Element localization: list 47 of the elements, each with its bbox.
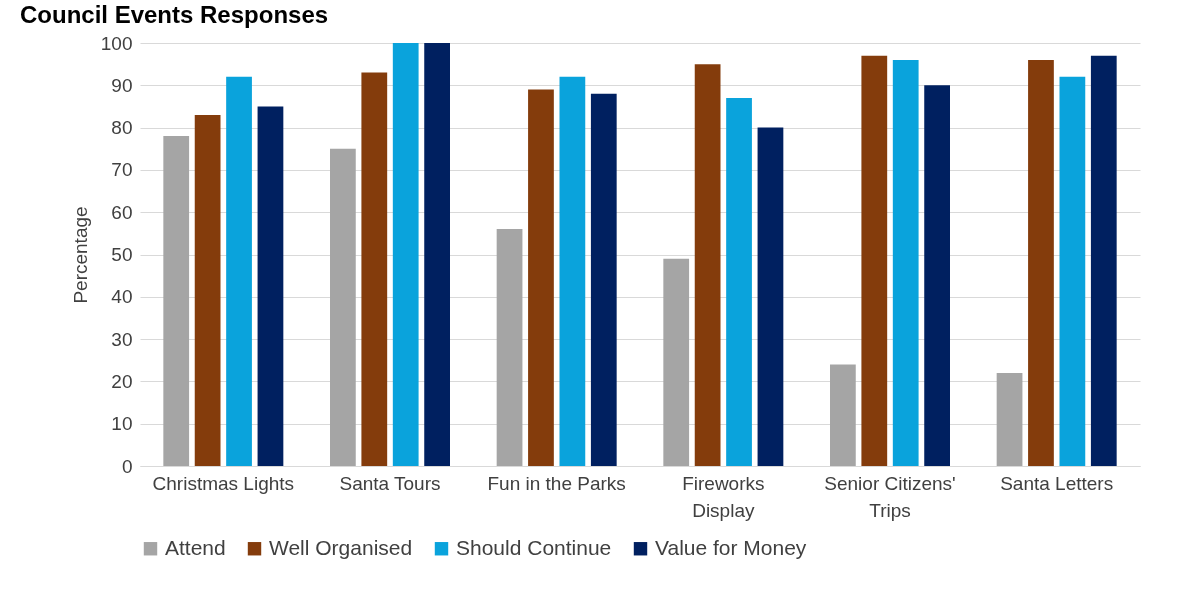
- bar: [924, 85, 950, 466]
- legend-label: Well Organised: [269, 535, 413, 559]
- legend-label: Attend: [165, 535, 226, 559]
- bar: [226, 76, 252, 466]
- bar: [1090, 55, 1117, 466]
- bar: [861, 55, 888, 466]
- bar: [757, 127, 784, 466]
- bar: [559, 76, 586, 466]
- bar: [194, 114, 221, 466]
- chart-title: Council Events Responses: [20, 1, 329, 28]
- bar: [528, 89, 554, 466]
- y-tick-label: 20: [111, 370, 133, 392]
- bar: [830, 364, 856, 466]
- bar: [330, 148, 356, 466]
- legend-label: Should Continue: [456, 535, 612, 559]
- y-tick-label: 60: [111, 201, 133, 223]
- y-tick-label: 100: [100, 32, 133, 54]
- y-tick-label: 50: [111, 244, 133, 265]
- y-tick-label: 0: [121, 455, 133, 477]
- bar: [496, 229, 523, 466]
- x-tick-label: Santa Letters: [1000, 472, 1114, 494]
- bar: [257, 106, 284, 466]
- bar: [726, 97, 752, 466]
- bar: [424, 43, 450, 466]
- x-tick-label: Fun in the Parks: [487, 472, 626, 494]
- bar: [361, 72, 388, 466]
- x-tick-label: Fireworks Display: [682, 472, 765, 521]
- y-axis-title: Percentage: [69, 206, 91, 304]
- bar: [892, 59, 919, 466]
- bar: [1028, 59, 1054, 466]
- x-tick-label: Senior Citizens' Trips: [824, 472, 956, 521]
- bar: [590, 93, 617, 466]
- bar: [1059, 76, 1086, 466]
- bar: [694, 64, 721, 466]
- y-tick-label: 40: [111, 286, 133, 308]
- bar: [663, 258, 690, 466]
- y-tick-label: 70: [111, 159, 133, 181]
- bar: [996, 372, 1023, 466]
- x-tick-label: Santa Tours: [339, 472, 441, 494]
- bar: [392, 43, 419, 466]
- legend-label: Value for Money: [655, 535, 807, 559]
- y-tick-label: 10: [111, 413, 133, 435]
- x-tick-label: Christmas Lights: [152, 472, 295, 494]
- bar: [163, 136, 190, 466]
- y-tick-label: 80: [111, 117, 133, 139]
- y-tick-label: 30: [111, 328, 133, 350]
- y-tick-label: 90: [111, 74, 133, 96]
